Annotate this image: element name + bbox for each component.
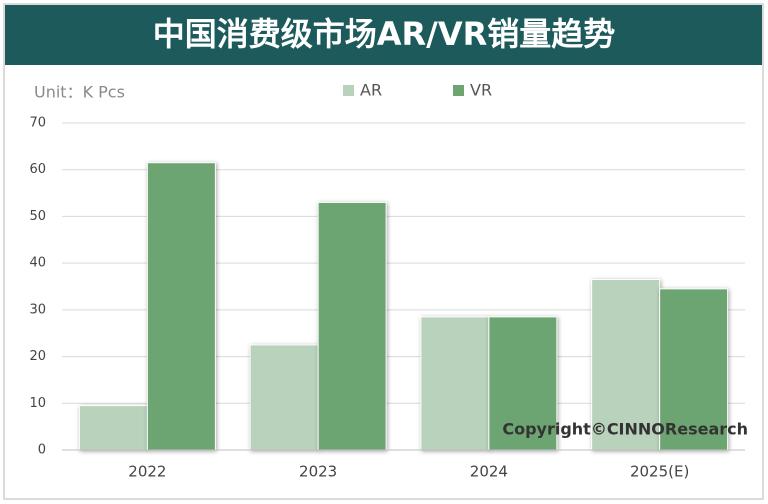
- x-tick-label: 2025(E): [630, 463, 689, 481]
- x-tick-label: 2022: [128, 463, 166, 481]
- legend-label: VR: [470, 81, 492, 100]
- unit-label: Unit：K Pcs: [34, 83, 125, 102]
- chart-title: 中国消费级市场AR/VR销量趋势: [153, 15, 616, 53]
- legend-swatch: [343, 85, 354, 96]
- y-tick-label: 30: [29, 302, 46, 317]
- title-banner: [5, 5, 762, 65]
- bar: [249, 344, 319, 451]
- y-tick-label: 70: [29, 116, 46, 131]
- y-tick-label: 50: [29, 209, 46, 224]
- bar: [488, 316, 558, 451]
- y-tick-label: 60: [29, 162, 46, 177]
- bar: [78, 405, 148, 451]
- legend-swatch: [453, 85, 464, 96]
- bar: [659, 288, 729, 451]
- bar: [317, 201, 387, 451]
- bar: [146, 162, 216, 451]
- annotation: Copyright©CINNOResearch: [502, 420, 748, 439]
- y-tick-label: 0: [38, 443, 46, 458]
- y-tick-label: 10: [29, 396, 46, 411]
- bar: [420, 316, 490, 451]
- x-tick-label: 2023: [299, 463, 337, 481]
- y-tick-label: 40: [29, 256, 46, 271]
- y-tick-label: 20: [29, 349, 46, 364]
- bar: [591, 278, 661, 451]
- legend-label: AR: [360, 81, 382, 100]
- x-tick-label: 2024: [470, 463, 508, 481]
